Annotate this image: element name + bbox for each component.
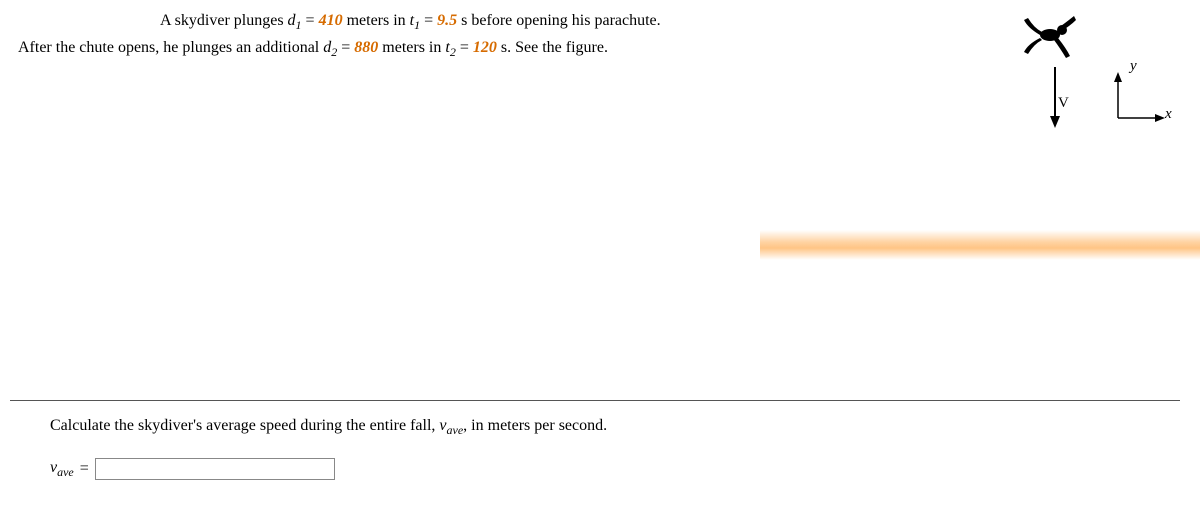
v-label: V <box>1058 95 1069 112</box>
var-d1: d1 <box>288 12 302 29</box>
y-axis-label: y <box>1130 58 1137 75</box>
eq: = <box>420 12 437 29</box>
val-t2: 120 <box>473 39 497 56</box>
eq: = <box>456 39 473 56</box>
text: meters in <box>343 12 410 29</box>
eq: = <box>337 39 354 56</box>
skydiver-icon <box>1020 10 1080 60</box>
problem-container: A skydiver plunges d1 = 410 meters in t1… <box>0 0 1200 511</box>
sym: d <box>288 12 296 29</box>
sub: ave <box>447 423 464 437</box>
question-text: Calculate the skydiver's average speed d… <box>10 413 1180 440</box>
val-t1: 9.5 <box>437 12 457 29</box>
text: A skydiver plunges <box>160 12 288 29</box>
problem-line-2: After the chute opens, he plunges an add… <box>10 35 910 62</box>
answer-lhs: vave <box>50 459 74 480</box>
eq: = <box>302 12 319 29</box>
x-axis-label: x <box>1165 106 1172 123</box>
text: After the chute opens, he plunges an add… <box>18 39 323 56</box>
answer-input[interactable] <box>95 458 335 480</box>
figure: V y x <box>920 10 1180 270</box>
text: meters in <box>378 39 445 56</box>
problem-line-1: A skydiver plunges d1 = 410 meters in t1… <box>10 8 910 35</box>
var-t2: t2 <box>445 39 455 56</box>
sub: ave <box>57 465 74 479</box>
answer-row: vave = <box>10 458 1180 480</box>
divider <box>10 400 1180 401</box>
question-section: Calculate the skydiver's average speed d… <box>10 400 1180 480</box>
axes-icon <box>1110 70 1170 125</box>
var-d2: d2 <box>323 39 337 56</box>
val-d1: 410 <box>319 12 343 29</box>
sym: v <box>439 417 446 434</box>
text: s before opening his parachute. <box>457 12 660 29</box>
text: s. See the figure. <box>497 39 608 56</box>
var-vave: vave <box>439 417 463 434</box>
eq: = <box>80 460 89 478</box>
var-t1: t1 <box>410 12 420 29</box>
val-d2: 880 <box>354 39 378 56</box>
problem-text: A skydiver plunges d1 = 410 meters in t1… <box>10 8 910 63</box>
text: , in meters per second. <box>463 417 607 434</box>
text: Calculate the skydiver's average speed d… <box>50 417 439 434</box>
